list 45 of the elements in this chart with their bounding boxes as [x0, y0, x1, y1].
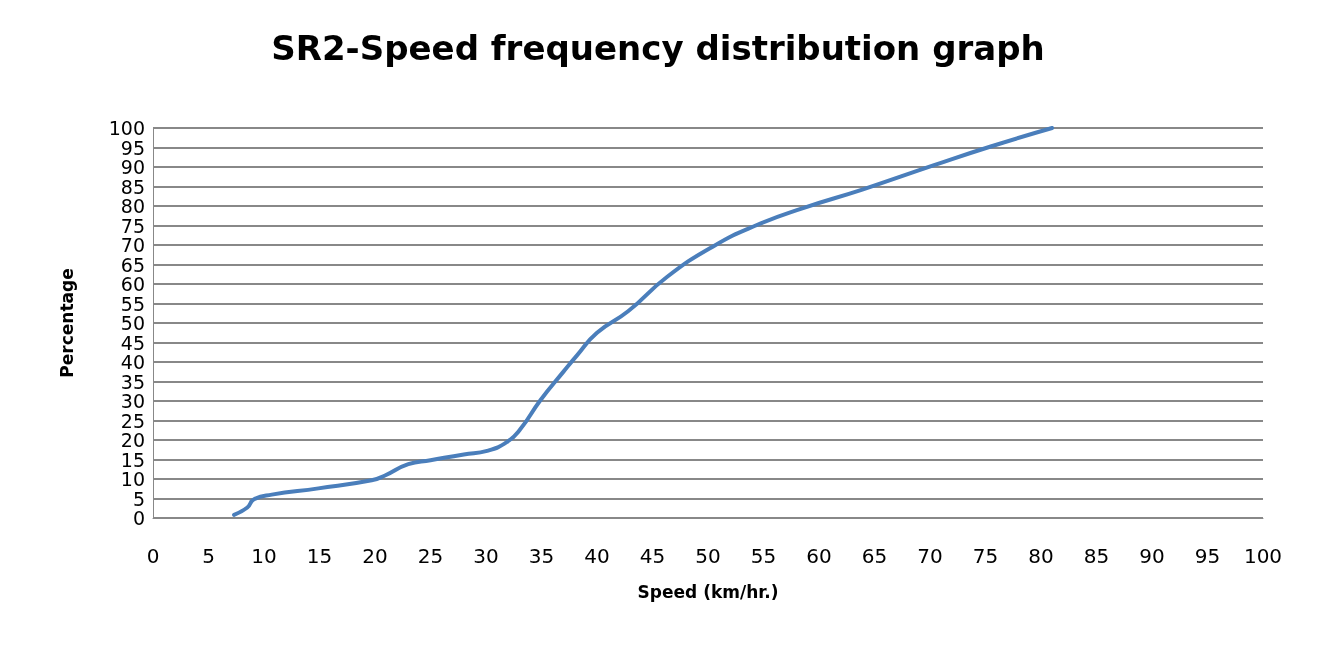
line-series	[232, 126, 1055, 517]
y-tick-label: 25	[120, 409, 145, 432]
y-tick-label: 70	[120, 234, 145, 256]
x-tick-label: 50	[695, 544, 721, 568]
x-tick-label: 40	[584, 544, 610, 568]
y-axis-title: Percentage	[56, 268, 77, 378]
x-tick-label: 80	[1028, 544, 1054, 568]
y-tick-label: 85	[120, 175, 145, 198]
y-tick-label: 15	[120, 448, 145, 471]
y-tick-label: 60	[120, 273, 145, 295]
x-tick-label: 45	[639, 544, 666, 568]
y-tick-label: 95	[120, 136, 145, 159]
x-tick-label: 95	[1194, 544, 1221, 568]
y-tick-label: 55	[120, 292, 145, 315]
x-tick-label: 10	[251, 544, 277, 568]
x-tick-label: 85	[1083, 544, 1110, 568]
y-tick-label: 100	[108, 117, 145, 139]
y-tick-label: 0	[132, 507, 145, 529]
x-tick-label: 15	[306, 544, 333, 568]
x-tick-label: 65	[861, 544, 888, 568]
x-tick-label: 90	[1139, 544, 1165, 568]
y-tick-label: 35	[120, 370, 145, 393]
x-tick-label: 20	[362, 544, 388, 568]
x-tick-label: 60	[806, 544, 832, 568]
y-tick-label: 90	[120, 156, 145, 178]
x-tick-label: 25	[417, 544, 444, 568]
x-tick-label: 35	[528, 544, 555, 568]
y-tick-label: 65	[120, 253, 145, 276]
y-tick-label: 40	[120, 351, 145, 373]
x-tick-label: 30	[473, 544, 499, 568]
y-tick-label: 45	[120, 331, 145, 354]
x-tick-label: 75	[972, 544, 999, 568]
chart-title: SR2-Speed frequency distribution graph	[271, 28, 1045, 68]
y-tick-label: 30	[120, 390, 145, 412]
y-tick-label: 10	[120, 468, 145, 490]
y-tick-label: 20	[120, 429, 145, 451]
x-axis-title: Speed (km/hr.)	[637, 581, 779, 602]
x-tick-label: 100	[1243, 544, 1283, 568]
y-tick-label: 5	[132, 487, 145, 510]
y-tick-label: 80	[120, 195, 145, 217]
x-tick-label: 55	[750, 544, 777, 568]
y-tick-label: 50	[120, 312, 145, 334]
y-tick-label: 75	[120, 214, 145, 237]
x-tick-label: 70	[917, 544, 943, 568]
x-tick-label: 5	[202, 544, 215, 568]
